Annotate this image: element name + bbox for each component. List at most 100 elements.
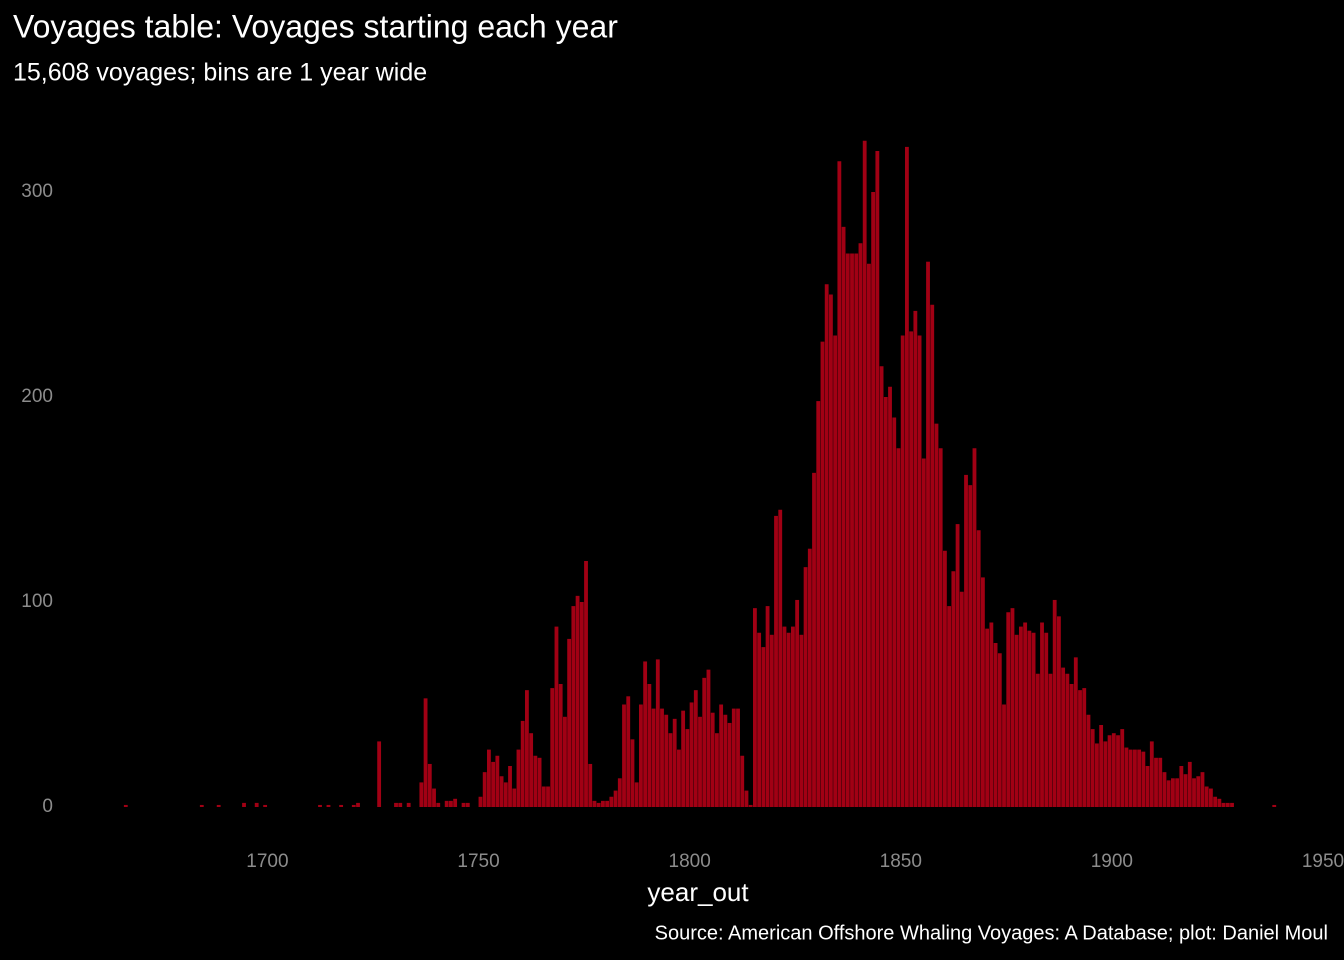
bar [993, 643, 998, 807]
bar [487, 749, 491, 807]
y-tick-label: 200 [21, 386, 53, 407]
bar [427, 763, 432, 807]
bar [449, 800, 453, 807]
bar [964, 474, 968, 807]
bar [1023, 622, 1028, 807]
bar [626, 696, 631, 807]
bar [1035, 673, 1040, 807]
bar [558, 684, 563, 807]
bar [892, 417, 897, 807]
bar [799, 634, 804, 807]
bar [685, 729, 690, 807]
bar [921, 458, 926, 807]
bar [672, 718, 677, 807]
bar [1065, 673, 1070, 807]
bar [377, 741, 382, 807]
bar [1179, 766, 1184, 807]
bar [871, 192, 876, 807]
bar [1171, 778, 1175, 807]
bar [1103, 741, 1108, 807]
bar [702, 677, 707, 807]
bar [444, 800, 449, 807]
bar [1040, 622, 1044, 807]
bar [465, 802, 470, 807]
caption: Source: American Offshore Whaling Voyage… [655, 922, 1328, 944]
bar [453, 798, 458, 807]
bar [525, 690, 529, 807]
bar [651, 708, 656, 807]
bar [520, 720, 525, 807]
bar [816, 401, 821, 807]
bar [639, 704, 643, 807]
bar [634, 782, 639, 807]
x-tick-label: 1700 [246, 851, 288, 872]
bar [326, 804, 331, 807]
bar [1090, 729, 1095, 807]
bar [693, 690, 698, 807]
bar [820, 341, 825, 807]
bar [643, 661, 648, 807]
bar [744, 790, 749, 807]
bar [753, 608, 757, 807]
x-tick-label: 1900 [1091, 851, 1133, 872]
bar [968, 485, 973, 807]
bar [1158, 757, 1163, 807]
bar [909, 331, 914, 807]
y-tick-label: 100 [21, 591, 53, 612]
bar [123, 804, 128, 807]
bar [550, 688, 555, 807]
bar [419, 782, 424, 807]
bar [1031, 632, 1036, 807]
bar [537, 757, 542, 807]
bar [812, 472, 816, 807]
bar [351, 804, 356, 807]
bar [478, 796, 483, 807]
bar [1141, 751, 1146, 807]
bar [584, 561, 588, 807]
bar [216, 804, 221, 807]
bar [719, 704, 724, 807]
bar [854, 253, 859, 807]
bar [318, 804, 322, 807]
bar [862, 140, 867, 807]
bar [845, 253, 850, 807]
bar [1061, 667, 1066, 807]
chart-title: Voyages table: Voyages starting each yea… [13, 8, 618, 44]
bar [605, 800, 610, 807]
bar [1192, 778, 1196, 807]
bar [723, 714, 728, 807]
bar [947, 606, 952, 807]
bar [841, 226, 846, 808]
bar [736, 708, 740, 807]
bar [698, 716, 702, 807]
bar [807, 548, 812, 807]
bar [837, 161, 842, 807]
bar [495, 755, 500, 807]
bar [879, 366, 884, 807]
bar [1187, 761, 1192, 807]
bar [356, 802, 360, 807]
bar [824, 284, 829, 807]
bar [943, 550, 947, 807]
bar [567, 638, 572, 807]
bar [677, 749, 681, 807]
bar [778, 509, 783, 807]
bar [1052, 599, 1057, 807]
bar [546, 786, 550, 807]
bar [432, 788, 436, 807]
bar [1116, 735, 1120, 807]
bar [934, 423, 939, 807]
bar [976, 530, 981, 807]
bar [985, 628, 990, 807]
bar [913, 310, 918, 807]
bar [926, 261, 930, 807]
bar [1137, 749, 1142, 807]
bar [541, 786, 546, 807]
bar [1154, 757, 1158, 807]
y-tick-label: 0 [42, 796, 53, 817]
bar [1272, 804, 1277, 807]
bar [997, 653, 1002, 807]
bar [938, 448, 943, 807]
